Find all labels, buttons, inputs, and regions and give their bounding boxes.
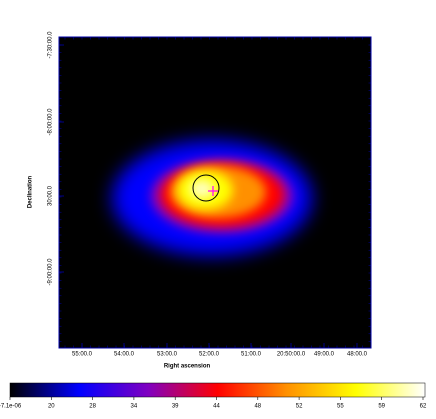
colorbar	[9, 382, 426, 398]
colorbar-tick-label: 52	[296, 404, 303, 410]
x-axis-label: Right ascension	[164, 364, 211, 370]
x-tick-label: 54:00.0	[114, 352, 135, 358]
colorbar-tick-label: 62	[420, 404, 427, 410]
colorbar-tick-label: -7.1e-06	[0, 404, 22, 410]
y-tick-label: -8:00:00.0	[48, 108, 54, 136]
y-tick-label: 30:00.0	[48, 185, 54, 206]
y-axis-label: Declination	[28, 175, 34, 208]
x-tick-label: 49:00.0	[314, 352, 335, 358]
source-circle	[192, 174, 220, 202]
colorbar-tick-label: 20	[48, 404, 55, 410]
x-tick-label: 20:50:00.0	[277, 352, 306, 358]
x-tick-label: 55:00.0	[72, 352, 93, 358]
sky-image	[59, 37, 371, 348]
colorbar-tick-label: 44	[213, 404, 220, 410]
y-tick-label: -7:30:00.0	[48, 31, 54, 59]
colorbar-tick-label: 34	[131, 404, 138, 410]
y-tick-label: -9:00:00.0	[48, 258, 54, 286]
colorbar-tick-label: 28	[89, 404, 96, 410]
colorbar-tick-label: 39	[172, 404, 179, 410]
colorbar-tick-label: 48	[254, 404, 261, 410]
x-tick-label: 53:00.0	[157, 352, 178, 358]
frame	[58, 36, 372, 349]
x-tick-label: 51:00.0	[241, 352, 262, 358]
source-cross	[208, 186, 218, 196]
colorbar-tick-label: 59	[378, 404, 385, 410]
x-tick-label: 48:00.0	[347, 352, 368, 358]
x-tick-label: 52:00.0	[199, 352, 220, 358]
colorbar-tick-label: 55	[337, 404, 344, 410]
